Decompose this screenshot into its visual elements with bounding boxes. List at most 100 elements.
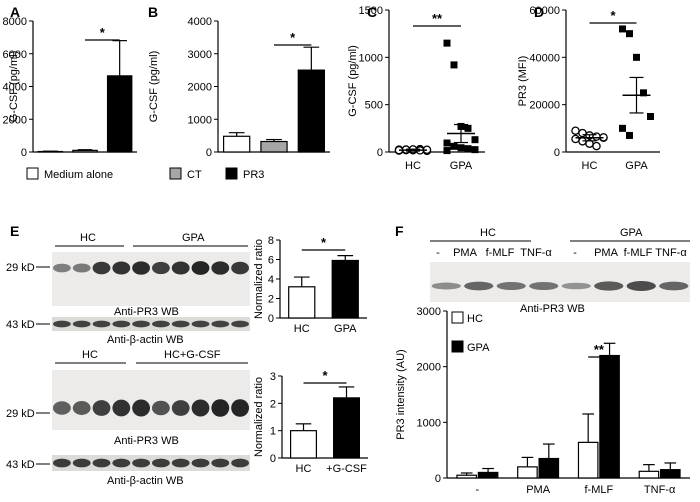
legend-label-f-gpa: GPA <box>467 342 490 354</box>
legend-label-medium: Medium alone <box>44 169 113 181</box>
chart-b-bar <box>260 140 288 153</box>
blot-e-bottom-bands <box>52 399 250 417</box>
chart-b-ytick-label: 3000 <box>188 49 212 61</box>
blot-e-top-actin-band <box>191 320 210 328</box>
chart-d-point-gpa <box>640 89 647 97</box>
blot-f-lane-label: TNF-α <box>520 247 552 259</box>
blot-e-top-band <box>231 261 250 275</box>
chart-a-bar <box>106 75 133 153</box>
chart-d-point-gpa <box>619 25 626 33</box>
blot-e-bottom-actin-bands <box>52 458 250 468</box>
chart-d-point-gpa <box>626 131 633 139</box>
blot-e-top-actin-band <box>171 320 190 328</box>
chart-e-bottom-ytick-label: 2 <box>270 398 276 410</box>
chart-c: 0 500 1000 1500 G-CSF (pg/ml) HC GPA ** <box>347 5 485 172</box>
chart-c-ylabel: G-CSF (pg/ml) <box>347 45 359 117</box>
blot-f-lane-label: PMA <box>453 247 478 259</box>
legend-label-pr3: PR3 <box>243 169 264 181</box>
blot-f-band <box>626 281 656 291</box>
blot-e-bottom-band <box>112 399 131 417</box>
chart-c-point-gpa <box>464 145 472 153</box>
chart-f-ytick-label: 2000 <box>417 362 441 374</box>
chart-d: 0 20000 40000 60000 PR3 (MFI) HC GPA * <box>517 5 660 172</box>
chart-b-bar <box>223 135 251 153</box>
chart-e-bottom-bar <box>290 430 318 459</box>
blot-e-top-band <box>72 263 91 273</box>
chart-c-ytick-label: 1000 <box>359 52 383 64</box>
chart-f-bar-hc <box>517 466 538 479</box>
chart-f-bar-gpa <box>538 457 560 479</box>
blot-e-top-band <box>151 261 170 275</box>
blot-e-top-actin-band <box>52 320 71 328</box>
chart-b-ylabel: G-CSF (pg/ml) <box>148 51 160 123</box>
blot-f-band <box>561 282 591 290</box>
chart-a-ytick-label: 4000 <box>3 82 27 94</box>
blot-e-bottom-actin-band <box>52 458 71 468</box>
chart-d-sig-label: * <box>610 8 616 23</box>
chart-d-point-gpa <box>647 113 654 120</box>
legend-label-ct: CT <box>187 169 202 181</box>
chart-f: 0 1000 2000 3000 PR3 intensity (AU) - PMA f-MLF… <box>395 306 690 496</box>
chart-e-top-ytick-label: 0 <box>268 313 274 325</box>
blot-e-bottom-band <box>211 399 230 417</box>
blot-f-bands <box>431 281 689 291</box>
blot-e-bottom-actin-band <box>92 458 111 468</box>
blot-e-bottom-marker-43: 43 kD <box>6 459 35 471</box>
chart-e-top-ytick-label: 2 <box>268 294 274 306</box>
blot-e-top-band <box>132 261 151 275</box>
blot-f-band <box>431 282 461 290</box>
blot-e-top-marker-43: 43 kD <box>6 319 35 331</box>
chart-f-xtick-label: PMA <box>526 484 551 496</box>
panel-label-d: D <box>534 4 544 20</box>
panel-label-e: E <box>10 223 19 239</box>
blot-f-lane-label: PMA <box>594 247 619 259</box>
blot-e-bottom-wb-pr3: Anti-PR3 WB <box>114 435 179 447</box>
blot-f-lane-label: f-MLF <box>486 247 515 259</box>
blot-e-bottom-band <box>151 400 170 416</box>
blot-e-top-actin-bands <box>52 320 250 328</box>
chart-b-sig-label: * <box>290 30 296 45</box>
chart-e-bottom-bar <box>333 397 361 459</box>
chart-f-bar-gpa <box>477 471 499 479</box>
chart-a-ytick-label: 8000 <box>3 16 27 28</box>
blot-e-top-actin-band <box>231 320 250 328</box>
blot-e-bottom-actin-band <box>231 458 250 468</box>
legend-f: HC GPA <box>451 311 490 354</box>
chart-a-ytick-label: 2000 <box>3 114 27 126</box>
blot-e-bottom-actin-band <box>211 458 230 468</box>
chart-f-bar-hc <box>638 470 660 479</box>
chart-d-point-hc <box>571 134 580 144</box>
chart-f-ytick-label: 0 <box>435 473 441 485</box>
chart-d-ytick-label: 40000 <box>529 52 560 64</box>
blot-f-band <box>659 281 689 291</box>
chart-a-ytick-label: 0 <box>21 147 27 159</box>
chart-a: 0 2000 4000 6000 8000 G-CSF (pg/ml) * <box>3 16 137 159</box>
legend-swatch-f-gpa <box>451 340 464 353</box>
blot-e-bottom-actin-band <box>112 458 131 468</box>
blot-f-group-hc: HC <box>480 227 496 239</box>
chart-e-bottom-ytick-label: 1 <box>270 426 276 438</box>
blot-e-top-wb-actin: Anti-β-actin WB <box>107 334 184 346</box>
blot-f-band <box>464 281 494 291</box>
chart-e-bottom-ylabel: Normalized ratio <box>253 377 265 457</box>
panel-label-b: B <box>148 4 158 20</box>
chart-b-bar <box>297 69 325 153</box>
chart-c-point-gpa <box>450 142 458 150</box>
chart-a-bar <box>72 149 98 153</box>
chart-e-top-bar <box>331 259 359 319</box>
blot-e-top-actin-band <box>112 320 131 328</box>
blot-e-bottom-band <box>92 400 111 416</box>
chart-c-point-gpa <box>471 136 479 144</box>
blot-e-top-actin-band <box>72 320 91 328</box>
blot-e-top-band <box>112 261 131 275</box>
chart-c-ytick-label: 0 <box>377 147 383 159</box>
chart-c-point-gpa <box>443 39 451 47</box>
blot-f-group-gpa: GPA <box>620 227 643 239</box>
blot-f-wb-pr3: Anti-PR3 WB <box>520 303 585 315</box>
blot-e-top-group-hc: HC <box>80 232 96 244</box>
chart-e-top-bar <box>288 286 316 319</box>
blot-e-bottom-band <box>72 401 91 415</box>
chart-d-point-gpa <box>619 124 626 132</box>
chart-f-bar-gpa <box>659 469 681 479</box>
